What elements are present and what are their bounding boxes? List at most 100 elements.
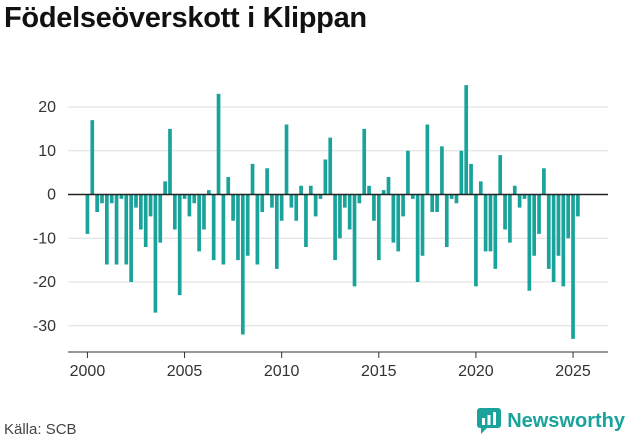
- bar: [90, 120, 95, 195]
- brand-name: Newsworthy: [507, 409, 625, 432]
- bar: [571, 194, 575, 339]
- bar: [527, 194, 532, 291]
- bar: [328, 137, 333, 195]
- bar: [226, 177, 231, 195]
- bar: [153, 194, 158, 313]
- bar: [342, 194, 347, 208]
- bar: [498, 155, 503, 195]
- bar: [318, 194, 323, 199]
- bar: [323, 159, 328, 195]
- bar: [304, 194, 308, 247]
- y-tick-label: 10: [38, 143, 56, 160]
- bar: [410, 194, 415, 199]
- bar: [158, 194, 163, 243]
- x-tick-label: 2020: [458, 363, 494, 380]
- source-note: Källa: SCB: [4, 421, 77, 438]
- bar: [512, 185, 517, 195]
- bar: [134, 194, 138, 208]
- x-tick-labels: 2000 2005 2010 2015 2020 2025: [70, 352, 591, 380]
- bar: [216, 93, 221, 195]
- x-tick-label: 2015: [361, 363, 397, 380]
- bar: [464, 85, 469, 195]
- bar: [338, 194, 342, 239]
- bar: [362, 128, 367, 195]
- x-tick-label: 2005: [167, 363, 203, 380]
- bar: [138, 194, 143, 230]
- bar: [168, 128, 172, 195]
- bar: [576, 194, 580, 217]
- y-tick-label: -30: [33, 318, 56, 335]
- bar: [556, 194, 561, 256]
- bar: [187, 194, 192, 217]
- y-tick-label: -10: [33, 230, 56, 247]
- bar: [236, 194, 240, 261]
- bar: [532, 194, 537, 256]
- bar: [308, 185, 313, 195]
- bar: [211, 194, 216, 261]
- x-tick-label: 2010: [264, 363, 300, 380]
- x-tick-label: 2025: [555, 363, 591, 380]
- bar: [177, 194, 182, 296]
- bar: [469, 163, 473, 195]
- bar: [245, 194, 250, 256]
- bar: [197, 194, 201, 252]
- bar: [294, 194, 299, 221]
- newsworthy-logo-icon: [477, 408, 502, 434]
- bar: [401, 194, 405, 217]
- bar: [386, 177, 391, 195]
- bar: [100, 194, 104, 204]
- bar: [255, 194, 260, 265]
- bar: [206, 190, 211, 195]
- bar: [551, 194, 556, 282]
- bar: [270, 194, 274, 208]
- bar: [440, 146, 444, 195]
- bar: [289, 194, 294, 208]
- bar: [454, 194, 459, 204]
- bar: [313, 194, 318, 217]
- bar: [396, 194, 401, 252]
- y-axis: 20 10 0 -10 -20 -30: [33, 99, 56, 335]
- bar: [425, 124, 430, 195]
- bar: [420, 194, 425, 256]
- bar-series: [85, 85, 580, 339]
- bar: [483, 194, 488, 252]
- bar: [522, 194, 527, 199]
- y-tick-label: 0: [47, 187, 56, 204]
- bar: [182, 194, 187, 199]
- bar: [444, 194, 449, 247]
- bar: [119, 194, 124, 199]
- bar: [493, 194, 498, 269]
- bar: [542, 168, 546, 195]
- bar: [95, 194, 99, 212]
- bar: [172, 194, 177, 230]
- bar: [265, 168, 269, 195]
- bar: [221, 194, 226, 265]
- bar: [109, 194, 114, 204]
- bar: [449, 194, 454, 199]
- bar: [435, 194, 439, 212]
- gridlines: [68, 106, 608, 327]
- bar: [143, 194, 148, 247]
- bar: [459, 150, 464, 195]
- y-tick-label: -20: [33, 274, 56, 291]
- bar: [274, 194, 279, 269]
- bar: [284, 124, 289, 195]
- bar: [381, 190, 386, 195]
- bar: [561, 194, 566, 287]
- bar: [240, 194, 245, 335]
- bar: [260, 194, 265, 212]
- bar: [503, 194, 507, 230]
- bar: [333, 194, 337, 261]
- bar: [231, 194, 235, 221]
- bar: [124, 194, 129, 265]
- bar: [250, 163, 255, 195]
- bar: [148, 194, 153, 217]
- bar: [367, 185, 371, 195]
- bar: [508, 194, 512, 243]
- chart-title: Födelseöverskott i Klippan: [4, 2, 367, 34]
- bar: [114, 194, 119, 265]
- bar: [474, 194, 478, 287]
- bar: [376, 194, 381, 261]
- bar: [406, 150, 410, 195]
